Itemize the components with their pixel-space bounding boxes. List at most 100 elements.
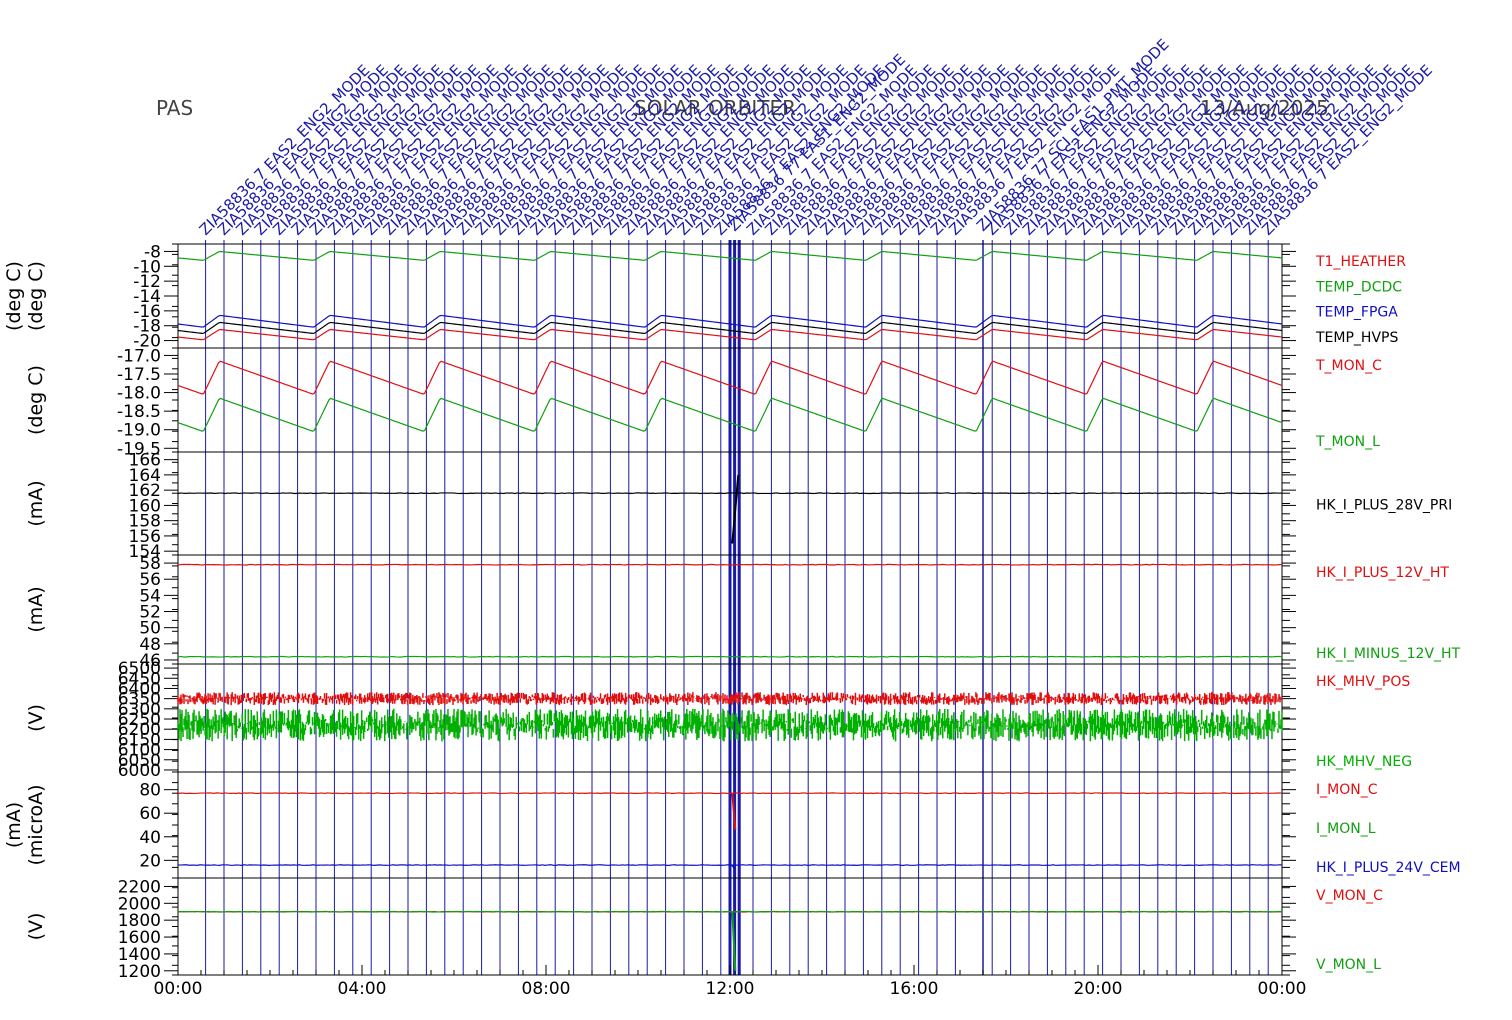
legend-label: HK_MHV_NEG xyxy=(1316,754,1412,770)
y-axis-label-secondary: (mA) xyxy=(3,802,25,848)
y-tick-label: -19.0 xyxy=(117,421,161,441)
legend-label: HK_MHV_POS xyxy=(1316,674,1410,690)
y-tick-label: 48 xyxy=(139,635,161,655)
y-tick-label: 52 xyxy=(139,603,161,623)
y-tick-label: 6250 xyxy=(118,710,161,730)
y-tick-label: -19.5 xyxy=(117,439,161,459)
y-tick-label: 58 xyxy=(139,554,161,574)
legend-label: V_MON_L xyxy=(1316,957,1381,973)
series-line xyxy=(177,250,1283,261)
y-axis-label: (microA) xyxy=(25,784,47,865)
series-line xyxy=(177,792,1283,795)
y-tick-label: 80 xyxy=(139,781,161,801)
y-tick-label: 56 xyxy=(139,570,161,590)
panels: -8-10-12-14-16-18-20(deg C)(deg C) T1_HEA… xyxy=(3,242,1461,981)
series-line xyxy=(177,864,1283,866)
x-tick-label: 16:00 xyxy=(890,979,939,999)
series-line xyxy=(177,708,1283,742)
legend-label: I_MON_C xyxy=(1316,782,1378,798)
x-tick-label: 12:00 xyxy=(706,979,755,999)
y-axis-label: (deg C) xyxy=(25,261,47,331)
series-line xyxy=(177,655,1283,658)
series-glitch xyxy=(731,911,737,971)
y-tick-label: -17.0 xyxy=(117,346,161,366)
y-tick-label: 6200 xyxy=(118,720,161,740)
y-tick-label: 158 xyxy=(129,512,161,532)
legend-label: TEMP_HVPS xyxy=(1315,330,1398,346)
series-glitch xyxy=(731,793,737,830)
series-line xyxy=(177,321,1283,334)
y-axis-label-secondary: (deg C) xyxy=(3,261,25,331)
series-line xyxy=(177,360,1283,395)
x-axis: 00:00 04:00 08:00 12:00 16:00 20:00 00:00 xyxy=(154,965,1307,999)
panel-1: -8-10-12-14-16-18-20 (deg C)(deg C) T1_HEA… xyxy=(3,242,1406,351)
y-axis-label: (mA) xyxy=(25,586,47,632)
series-line xyxy=(177,314,1283,328)
series-line xyxy=(177,492,1283,495)
y-tick-label: 164 xyxy=(129,466,161,486)
legend-label: T_MON_L xyxy=(1315,434,1380,450)
y-tick-label: -17.5 xyxy=(117,365,161,385)
y-tick-label: 46 xyxy=(139,651,161,671)
series-line xyxy=(177,328,1283,341)
y-tick-label: 20 xyxy=(139,851,161,871)
y-tick-label: -18.0 xyxy=(117,384,161,404)
instrument-title: PAS xyxy=(156,96,194,120)
legend-label: TEMP_DCDC xyxy=(1315,279,1402,295)
y-tick-label: -18 xyxy=(133,317,161,337)
y-tick-label: -16 xyxy=(133,302,161,322)
y-axis-label: (deg C) xyxy=(25,365,47,435)
legend-label: HK_I_PLUS_24V_CEM xyxy=(1316,860,1461,876)
series-line xyxy=(177,692,1283,706)
y-tick-label: 6500 xyxy=(118,659,161,679)
y-axis-label: (V) xyxy=(25,913,47,941)
y-tick-label: 6000 xyxy=(118,761,161,781)
x-tick-label: 00:00 xyxy=(154,979,203,999)
x-tick-label: 04:00 xyxy=(338,979,387,999)
panel-5: 6500645064006350630062506200615061006050… xyxy=(25,659,1412,781)
y-tick-label: 50 xyxy=(139,619,161,639)
y-tick-label: -18.5 xyxy=(117,402,161,422)
series-line xyxy=(177,397,1283,432)
y-tick-label: 160 xyxy=(129,496,161,516)
y-tick-label: -20 xyxy=(133,332,161,352)
y-tick-label: 60 xyxy=(139,804,161,824)
y-tick-label: 54 xyxy=(139,586,161,606)
series-line xyxy=(177,910,1283,913)
x-tick-label: 20:00 xyxy=(1074,979,1123,999)
series-glitch xyxy=(731,474,740,544)
y-tick-label: -8 xyxy=(144,242,161,262)
legend-label: HK_I_MINUS_12V_HT xyxy=(1316,646,1461,662)
y-tick-label: 1600 xyxy=(118,928,161,948)
y-tick-label: 156 xyxy=(129,527,161,547)
legend-label: T1_HEATHER xyxy=(1315,254,1406,270)
y-tick-label: 2000 xyxy=(118,894,161,914)
legend-label: V_MON_C xyxy=(1316,888,1383,904)
y-tick-label: 2200 xyxy=(118,877,161,897)
panel-6: 80 60 40 20 (microA)(mA) I_MON_C I_MON_L HK_I_P… xyxy=(3,771,1461,879)
legend-label: I_MON_L xyxy=(1316,821,1376,837)
x-tick-label: 00:00 xyxy=(1258,979,1307,999)
y-tick-label: 6050 xyxy=(118,751,161,771)
series-line xyxy=(177,563,1283,566)
series-glitch xyxy=(731,864,737,871)
y-tick-label: 166 xyxy=(129,451,161,471)
y-tick-label: 6450 xyxy=(118,669,161,689)
y-tick-label: 162 xyxy=(129,481,161,501)
y-tick-label: 1800 xyxy=(118,911,161,931)
y-tick-label: 6300 xyxy=(118,700,161,720)
y-tick-label: -12 xyxy=(133,272,161,292)
y-axis-label: (mA) xyxy=(25,480,47,526)
mission-title: SOLAR ORBITER xyxy=(634,96,796,120)
y-tick-label: 1400 xyxy=(118,945,161,965)
y-tick-label: 1200 xyxy=(118,962,161,982)
y-tick-label: 6100 xyxy=(118,741,161,761)
legend-label: HK_I_PLUS_12V_HT xyxy=(1316,565,1449,581)
y-tick-label: 6150 xyxy=(118,730,161,750)
x-tick-label: 08:00 xyxy=(522,979,571,999)
